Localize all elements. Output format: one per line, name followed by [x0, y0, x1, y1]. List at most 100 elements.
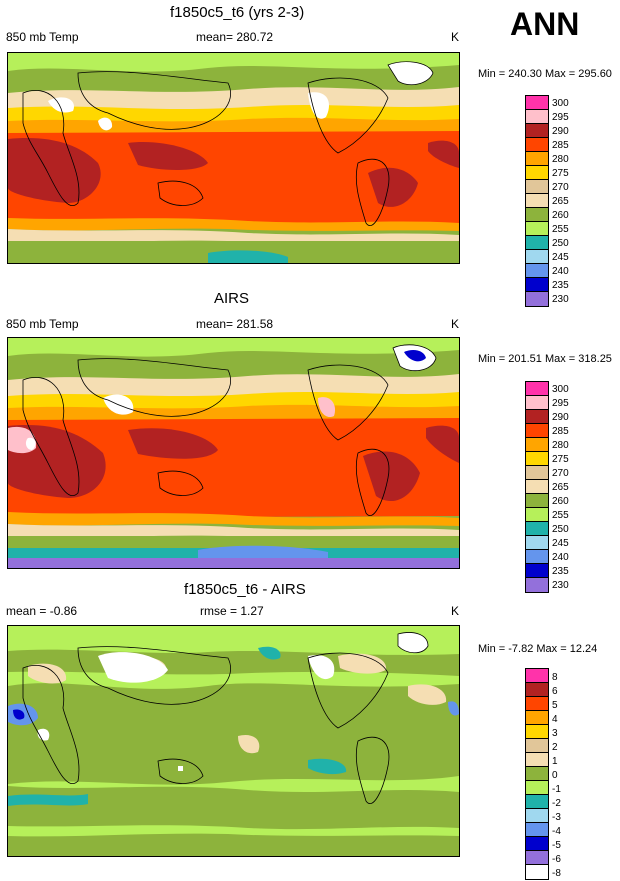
legend-tick: 275	[552, 454, 569, 465]
legend-swatch	[526, 697, 548, 711]
legend-swatch	[526, 711, 548, 725]
legend-swatch	[526, 250, 548, 264]
legend-swatch	[526, 264, 548, 278]
legend-swatch	[526, 683, 548, 697]
legend-swatch	[526, 278, 548, 292]
legend-swatch	[526, 424, 548, 438]
legend-swatch	[526, 124, 548, 138]
legend-swatch	[526, 669, 548, 683]
legend-tick: -4	[552, 826, 561, 837]
legend-tick: -2	[552, 798, 561, 809]
legend-swatch	[526, 96, 548, 110]
legend-swatch	[526, 865, 548, 879]
legend-tick: 300	[552, 384, 569, 395]
legend-swatch	[526, 578, 548, 592]
legend-swatch	[526, 739, 548, 753]
legend-tick: 270	[552, 468, 569, 479]
legend-tick: -3	[552, 812, 561, 823]
legend-swatch	[526, 452, 548, 466]
panel1-title: f1850c5_t6 (yrs 2-3)	[170, 4, 305, 21]
legend-tick: 0	[552, 770, 558, 781]
legend-swatch	[526, 480, 548, 494]
legend-tick: 240	[552, 552, 569, 563]
legend-tick: 260	[552, 210, 569, 221]
legend-swatch	[526, 823, 548, 837]
panel2-legend-ticks: 300 295 290 285 280 275 270 265 260 255 …	[552, 383, 569, 593]
legend-swatch	[526, 466, 548, 480]
panel2-legend	[525, 381, 549, 593]
legend-swatch	[526, 550, 548, 564]
legend-swatch	[526, 767, 548, 781]
legend-tick: -8	[552, 868, 561, 879]
legend-tick: 8	[552, 672, 558, 683]
legend-swatch	[526, 410, 548, 424]
panel2-unit: K	[451, 317, 460, 331]
panel2-left-label: 850 mb Temp	[6, 317, 79, 331]
legend-tick: 240	[552, 266, 569, 277]
panel3-mean: mean = -0.86	[6, 604, 78, 618]
panel1-map	[7, 52, 460, 264]
legend-tick: 2	[552, 742, 558, 753]
panel3-title: f1850c5_t6 - AIRS	[184, 581, 306, 598]
panel1-left-label: 850 mb Temp	[6, 30, 79, 44]
legend-swatch	[526, 795, 548, 809]
legend-swatch	[526, 837, 548, 851]
legend-tick: 300	[552, 98, 569, 109]
legend-swatch	[526, 166, 548, 180]
panel2-mean: mean= 281.58	[196, 317, 274, 331]
legend-tick: 285	[552, 140, 569, 151]
legend-tick: 285	[552, 426, 569, 437]
legend-swatch	[526, 152, 548, 166]
legend-tick: 275	[552, 168, 569, 179]
panel3-map	[7, 625, 460, 857]
legend-tick: 3	[552, 728, 558, 739]
panel3-legend	[525, 668, 549, 880]
legend-tick: 5	[552, 700, 558, 711]
legend-swatch	[526, 382, 548, 396]
legend-swatch	[526, 753, 548, 767]
panel3-legend-ticks: 8 6 5 4 3 2 1 0 -1 -2 -3 -4 -5 -6 -8	[552, 671, 561, 881]
legend-tick: 280	[552, 440, 569, 451]
legend-tick: 290	[552, 126, 569, 137]
legend-swatch	[526, 564, 548, 578]
legend-tick: 245	[552, 538, 569, 549]
legend-tick: 6	[552, 686, 558, 697]
panel2-minmax: Min = 201.51 Max = 318.25	[478, 353, 612, 365]
panel2-title: AIRS	[214, 290, 250, 307]
panel3-map-canvas	[8, 626, 459, 856]
legend-tick: 230	[552, 580, 569, 591]
legend-tick: 270	[552, 182, 569, 193]
legend-tick: 250	[552, 238, 569, 249]
legend-tick: 4	[552, 714, 558, 725]
panel1-mean: mean= 280.72	[196, 30, 274, 44]
legend-tick: 265	[552, 482, 569, 493]
legend-swatch	[526, 396, 548, 410]
legend-tick: 235	[552, 566, 569, 577]
legend-swatch	[526, 292, 548, 306]
legend-tick: 265	[552, 196, 569, 207]
panel1-legend-ticks: 300 295 290 285 280 275 270 265 260 255 …	[552, 97, 569, 307]
legend-swatch	[526, 194, 548, 208]
legend-tick: -6	[552, 854, 561, 865]
panel2-map	[7, 337, 460, 569]
panel1-legend	[525, 95, 549, 307]
legend-tick: 1	[552, 756, 558, 767]
legend-tick: 250	[552, 524, 569, 535]
legend-swatch	[526, 809, 548, 823]
legend-tick: -1	[552, 784, 561, 795]
legend-swatch	[526, 536, 548, 550]
legend-swatch	[526, 138, 548, 152]
legend-swatch	[526, 222, 548, 236]
legend-swatch	[526, 851, 548, 865]
panel3-rmse: rmse = 1.27	[200, 604, 264, 618]
panel3-minmax: Min = -7.82 Max = 12.24	[478, 643, 598, 655]
panel1-map-canvas	[8, 53, 459, 263]
legend-swatch	[526, 438, 548, 452]
legend-swatch	[526, 208, 548, 222]
season-label: ANN	[510, 6, 580, 42]
legend-tick: 295	[552, 398, 569, 409]
legend-tick: 230	[552, 294, 569, 305]
legend-tick: 260	[552, 496, 569, 507]
legend-tick: -5	[552, 840, 561, 851]
legend-swatch	[526, 236, 548, 250]
